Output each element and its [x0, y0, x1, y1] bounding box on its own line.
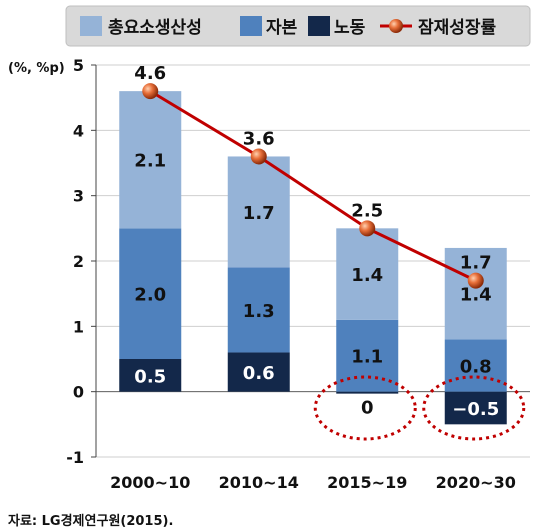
segment-label-labor: 0: [361, 398, 374, 419]
segment-label-capital: 1.1: [351, 347, 383, 368]
line-value-label: 1.7: [460, 253, 492, 274]
legend-label-tfp: 총요소생산성: [108, 18, 202, 38]
x-tick-label: 2015~19: [327, 473, 407, 492]
line-marker: [250, 148, 267, 165]
bars: [119, 91, 507, 425]
y-axis: -1 0 1 2 3 4 5: [66, 56, 97, 467]
x-tick-label: 2000~10: [110, 473, 190, 492]
segment-label-capital: 1.3: [243, 301, 275, 322]
y-tick-label: -1: [66, 448, 84, 467]
line-value-label: 4.6: [134, 63, 166, 84]
legend-marker-potential-growth: [389, 19, 403, 33]
highlight-circle: [313, 375, 417, 441]
bar-labor-0: [119, 359, 182, 392]
potential-growth-polyline: [149, 89, 477, 282]
y-tick-label: 5: [73, 56, 84, 75]
bar-tfp-1: [227, 156, 290, 268]
y-axis-label: (%, %p): [8, 61, 65, 76]
x-axis: 2000~10 2010~14 2015~19 2020~30: [110, 473, 516, 492]
legend-swatch-capital: [240, 16, 262, 36]
segment-label-labor: 0.5: [134, 366, 166, 387]
bar-capital-2: [336, 319, 399, 392]
bar-tfp-3: [444, 247, 507, 340]
x-tick-label: 2020~30: [436, 473, 516, 492]
line-value-label: 2.5: [351, 200, 383, 221]
x-tick-label: 2010~14: [219, 473, 299, 492]
legend-label-capital: 자본: [266, 18, 298, 38]
highlight-circles: [313, 375, 526, 441]
bar-tfp-2: [336, 228, 399, 320]
line-value-label: 3.6: [243, 128, 275, 149]
legend-swatch-labor: [308, 16, 330, 36]
segment-label-labor: −0.5: [452, 399, 499, 420]
segment-labels: 0.5 2.0 2.1 0.6 1.3 1.7 0 1.1 1.4 −0.5 0.8 1.4: [134, 151, 499, 420]
segment-label-capital: 0.8: [460, 357, 492, 378]
bar-labor-1: [227, 352, 290, 392]
bar-labor-3: [444, 391, 507, 425]
y-tick-label: 4: [73, 121, 84, 140]
bar-capital-3: [444, 339, 507, 392]
y-tick-label: 2: [73, 252, 84, 271]
y-tick-label: 0: [73, 383, 84, 402]
legend-label-potential-growth: 잠재성장률: [418, 18, 497, 38]
y-tick-label: 1: [73, 317, 84, 336]
segment-label-labor: 0.6: [243, 363, 275, 384]
bar-tfp-0: [119, 91, 182, 229]
legend-label-labor: 노동: [334, 18, 366, 38]
highlight-circle: [422, 375, 526, 441]
bar-labor-2: [336, 391, 399, 394]
segment-label-tfp: 1.7: [243, 203, 275, 224]
bar-capital-0: [119, 228, 182, 359]
segment-label-tfp: 1.4: [460, 285, 492, 306]
line-marker: [142, 83, 159, 100]
line-marker: [467, 272, 484, 289]
segment-label-capital: 2.0: [134, 285, 166, 306]
bar-capital-1: [227, 267, 290, 353]
legend-swatch-tfp: [80, 16, 102, 36]
segment-label-tfp: 1.4: [351, 265, 383, 286]
potential-growth-line: 4.6 3.6 2.5 1.7: [134, 63, 492, 289]
segment-label-tfp: 2.1: [134, 151, 166, 172]
line-marker: [359, 220, 376, 237]
legend-box: [65, 5, 531, 47]
legend: 총요소생산성 자본 노동 잠재성장률: [65, 5, 531, 47]
y-tick-label: 3: [73, 187, 84, 206]
source-note: 자료: LG경제연구원(2015).: [8, 514, 174, 529]
